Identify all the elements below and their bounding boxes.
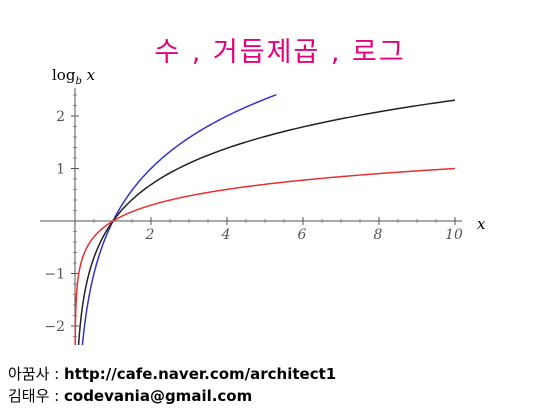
footer-author: 김태우 : codevania@gmail.com: [8, 386, 252, 406]
footer-author-email[interactable]: codevania@gmail.com: [64, 387, 253, 405]
y-axis-label-base: b: [75, 76, 82, 87]
y-axis-label: logb x: [52, 66, 95, 87]
log-chart: 2 4 6 8 10 −2 −1 1 2 x: [40, 88, 486, 345]
y-tick-label: −1: [44, 267, 65, 283]
y-tick-label: 1: [56, 162, 65, 178]
x-tick-label: 4: [221, 227, 231, 243]
footer-cafe-url[interactable]: http://cafe.naver.com/architect1: [64, 365, 337, 383]
x-tick-label: 8: [374, 227, 383, 243]
chart-series: [74, 93, 456, 345]
footer-author-label: 김태우 :: [8, 387, 64, 405]
footer-cafe: 아꿈사 : http://cafe.naver.com/architect1: [8, 364, 336, 384]
chart-axes: 2 4 6 8 10 −2 −1 1 2 x: [40, 88, 486, 345]
footer-cafe-label: 아꿈사 :: [8, 365, 64, 383]
y-tick-label: 2: [56, 109, 65, 125]
x-tick-label: 6: [298, 227, 307, 243]
x-tick-label: 10: [445, 227, 463, 243]
y-tick-label: −2: [44, 319, 65, 335]
series-line: [77, 99, 456, 345]
y-axis-label-log: log: [52, 66, 76, 84]
series-line: [74, 167, 456, 345]
x-tick-label: 2: [145, 227, 155, 243]
x-axis-label: x: [477, 215, 486, 233]
y-axis-label-var: x: [86, 66, 96, 84]
series-group: [74, 93, 456, 345]
slide-title: 수 , 거듭제곱 , 로그: [154, 37, 406, 68]
